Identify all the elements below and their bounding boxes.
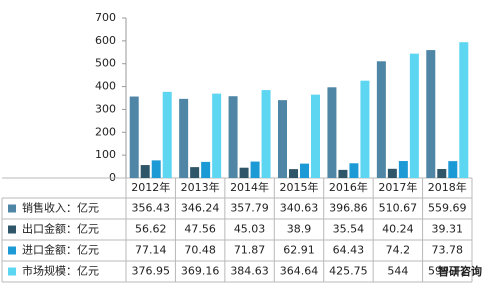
bar (349, 163, 359, 178)
legend-label: 销售收入：亿元 (22, 201, 99, 215)
bar (311, 94, 320, 178)
table-value: 369.16 (181, 265, 220, 278)
table-value: 35.54 (333, 223, 365, 236)
legend-label: 出口金额：亿元 (22, 222, 99, 236)
bar (459, 42, 469, 178)
table-value: 73.78 (432, 244, 464, 257)
table-value: 396.86 (329, 202, 368, 215)
table-value: 594.11 (428, 265, 467, 278)
bar (179, 98, 189, 178)
table-value: 77.14 (135, 244, 167, 257)
table-value: 38.9 (287, 223, 312, 236)
y-tick-label: 100 (95, 148, 116, 161)
x-tick-label: 2016年 (329, 180, 368, 194)
table-value: 384.63 (230, 265, 269, 278)
legend-key (8, 225, 16, 234)
bar (300, 163, 309, 178)
bar (360, 80, 370, 178)
table-value: 56.62 (135, 223, 167, 236)
bar (409, 53, 419, 178)
legend-key (8, 204, 16, 213)
legend-key (8, 246, 16, 255)
bar (398, 161, 408, 178)
legend-label: 进口金额：亿元 (22, 243, 99, 257)
x-tick-label: 2017年 (378, 180, 417, 194)
bar (327, 87, 337, 178)
bar (239, 167, 249, 178)
bar (129, 96, 139, 178)
bar (212, 93, 222, 178)
bar (162, 91, 172, 178)
table-value: 357.79 (230, 202, 269, 215)
bar (338, 169, 348, 178)
bar (437, 169, 447, 178)
bar (228, 96, 238, 178)
bar (289, 169, 298, 178)
table-value: 510.67 (379, 202, 418, 215)
y-tick-label: 700 (95, 11, 116, 24)
table-value: 356.43 (131, 202, 170, 215)
bar (151, 160, 161, 178)
y-tick-label: 400 (95, 80, 116, 93)
bar (140, 165, 150, 178)
bar (250, 161, 260, 178)
table-value: 40.24 (382, 223, 414, 236)
table-value: 71.87 (234, 244, 266, 257)
table-value: 340.63 (280, 202, 319, 215)
table-value: 64.43 (333, 244, 365, 257)
legend-key (8, 267, 16, 276)
bar (190, 167, 200, 178)
watermark: 智研咨询 (438, 264, 482, 278)
legend-label: 市场规模：亿元 (22, 264, 99, 278)
y-tick-label: 300 (95, 102, 116, 115)
x-tick-label: 2018年 (428, 180, 467, 194)
table-value: 45.03 (234, 223, 266, 236)
bar (278, 100, 287, 178)
bar (387, 168, 397, 178)
x-tick-label: 2015年 (280, 180, 319, 194)
y-tick-label: 500 (95, 57, 116, 70)
table-value: 62.91 (283, 244, 315, 257)
table-value: 376.95 (131, 265, 170, 278)
y-tick-label: 200 (95, 125, 116, 138)
x-tick-label: 2014年 (230, 180, 269, 194)
table-value: 74.2 (386, 244, 411, 257)
table-value: 346.24 (181, 202, 220, 215)
bar (448, 161, 458, 178)
y-tick-label: 600 (95, 34, 116, 47)
table-value: 364.64 (280, 265, 319, 278)
table-value: 70.48 (184, 244, 216, 257)
bar (261, 90, 271, 178)
table-value: 559.69 (428, 202, 467, 215)
table-value: 425.75 (329, 265, 368, 278)
x-tick-label: 2012年 (131, 180, 170, 194)
bar (376, 61, 386, 178)
bar (201, 161, 211, 178)
table-value: 544 (387, 265, 408, 278)
bar (426, 50, 436, 178)
table-value: 47.56 (184, 223, 216, 236)
x-tick-label: 2013年 (181, 180, 220, 194)
table-value: 39.31 (432, 223, 464, 236)
